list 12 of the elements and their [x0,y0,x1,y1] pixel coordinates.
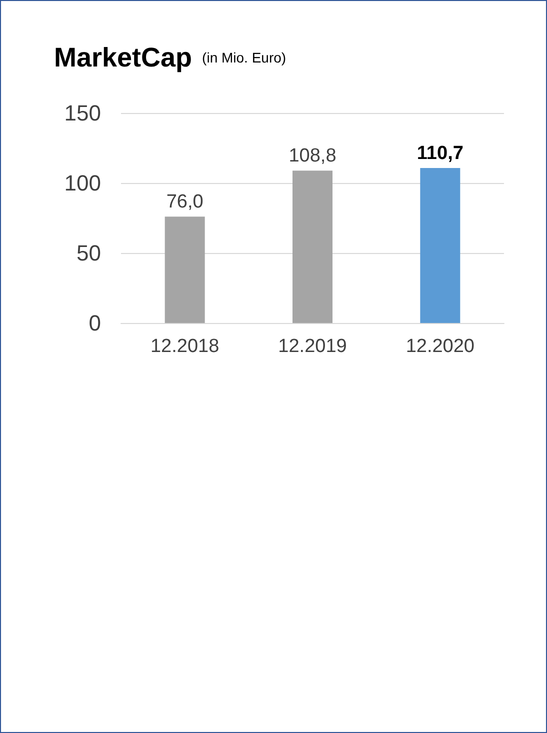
data-label: 76,0 [166,192,204,213]
x-tick-label: 12.2020 [406,336,475,357]
data-label: 110,7 [416,143,464,164]
data-label: 108,8 [288,146,336,167]
x-tick-label: 12.2019 [278,336,347,357]
y-tick-label: 150 [64,100,101,126]
chart-title: MarketCap [54,42,192,72]
y-tick-label: 50 [76,240,101,266]
x-tick-label: 12.2018 [150,336,220,357]
y-tick-label: 100 [64,170,101,196]
chart-subtitle: (in Mio. Euro) [202,50,286,66]
y-tick-label: 0 [88,310,101,336]
